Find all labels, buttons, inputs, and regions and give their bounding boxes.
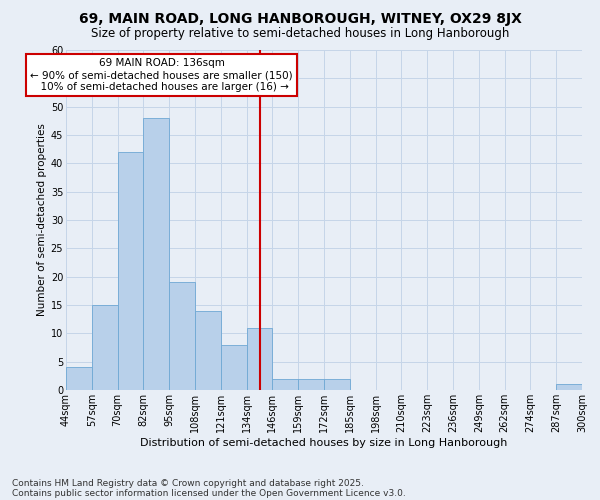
Text: Contains HM Land Registry data © Crown copyright and database right 2025.: Contains HM Land Registry data © Crown c… — [12, 478, 364, 488]
Text: Size of property relative to semi-detached houses in Long Hanborough: Size of property relative to semi-detach… — [91, 28, 509, 40]
Bar — [324, 378, 350, 390]
Text: Contains public sector information licensed under the Open Government Licence v3: Contains public sector information licen… — [12, 488, 406, 498]
Bar — [169, 282, 195, 390]
Text: 69, MAIN ROAD, LONG HANBOROUGH, WITNEY, OX29 8JX: 69, MAIN ROAD, LONG HANBOROUGH, WITNEY, … — [79, 12, 521, 26]
Bar — [247, 328, 272, 390]
Bar — [272, 378, 298, 390]
Bar — [92, 305, 118, 390]
X-axis label: Distribution of semi-detached houses by size in Long Hanborough: Distribution of semi-detached houses by … — [140, 438, 508, 448]
Bar — [195, 310, 221, 390]
Bar — [66, 368, 92, 390]
Bar — [221, 344, 247, 390]
Y-axis label: Number of semi-detached properties: Number of semi-detached properties — [37, 124, 47, 316]
Bar — [298, 378, 324, 390]
Text: 69 MAIN ROAD: 136sqm
← 90% of semi-detached houses are smaller (150)
  10% of se: 69 MAIN ROAD: 136sqm ← 90% of semi-detac… — [30, 58, 293, 92]
Bar — [556, 384, 582, 390]
Bar — [143, 118, 169, 390]
Bar — [118, 152, 143, 390]
